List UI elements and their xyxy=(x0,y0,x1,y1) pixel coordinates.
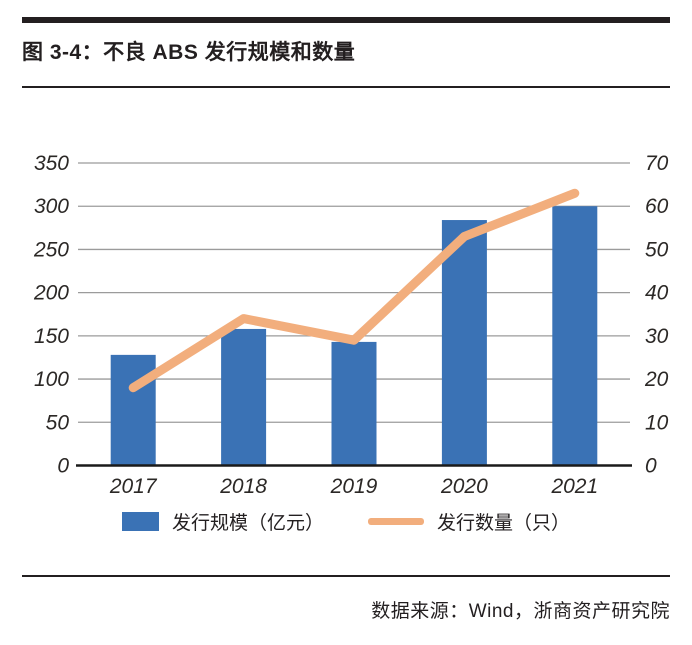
legend-label-count: 发行数量（只） xyxy=(437,513,571,534)
top-rule xyxy=(22,17,670,23)
bar-2021 xyxy=(552,206,598,466)
data-source-text: 数据来源：Wind，浙商资产研究院 xyxy=(371,601,670,622)
figure-title: 图 3-4：不良 ABS 发行规模和数量 xyxy=(22,41,356,64)
left-axis-tick: 350 xyxy=(34,152,69,175)
bar-2017 xyxy=(110,354,156,466)
x-axis-label-2019: 2019 xyxy=(330,475,378,498)
bar-2020 xyxy=(441,220,487,466)
issuance-count-line xyxy=(128,188,580,393)
left-axis-tick: 200 xyxy=(33,282,69,305)
footer-rule xyxy=(22,575,670,577)
right-axis-tick: 70 xyxy=(645,152,669,175)
legend-item-scale: 发行规模（亿元） xyxy=(121,508,324,535)
left-axis-tick: 250 xyxy=(33,238,69,261)
x-axis-label-2017: 2017 xyxy=(109,475,158,498)
chart-legend: 发行规模（亿元） 发行数量（只） xyxy=(0,508,692,535)
x-axis-label-2020: 2020 xyxy=(440,475,488,498)
line-series-swatch xyxy=(368,518,424,525)
chart-svg: 0 0 50 10 100 20 150 30 200 40 250 50 300 60 350 70 2017… xyxy=(33,152,669,498)
right-axis-tick: 40 xyxy=(645,282,669,305)
right-axis-tick: 60 xyxy=(645,195,669,218)
right-axis-tick: 30 xyxy=(645,325,669,348)
bar-2018 xyxy=(221,328,267,466)
left-axis-tick: 50 xyxy=(46,411,70,434)
left-axis-tick: 100 xyxy=(34,368,69,391)
right-axis-tick: 50 xyxy=(645,238,669,261)
legend-item-count: 发行数量（只） xyxy=(368,508,570,535)
x-axis-label-2018: 2018 xyxy=(219,475,267,498)
left-axis-tick: 0 xyxy=(57,455,69,478)
right-axis-tick: 0 xyxy=(645,455,657,478)
left-axis-tick: 150 xyxy=(34,325,69,348)
left-axis-tick: 300 xyxy=(34,195,69,218)
x-axis-label-2021: 2021 xyxy=(550,475,598,498)
header-rule xyxy=(22,86,670,88)
legend-label-scale: 发行规模（亿元） xyxy=(171,513,324,534)
bar-2019 xyxy=(331,341,377,466)
right-axis-tick: 20 xyxy=(644,368,669,391)
bar-series-swatch xyxy=(121,512,159,531)
right-axis-tick: 10 xyxy=(645,411,669,434)
